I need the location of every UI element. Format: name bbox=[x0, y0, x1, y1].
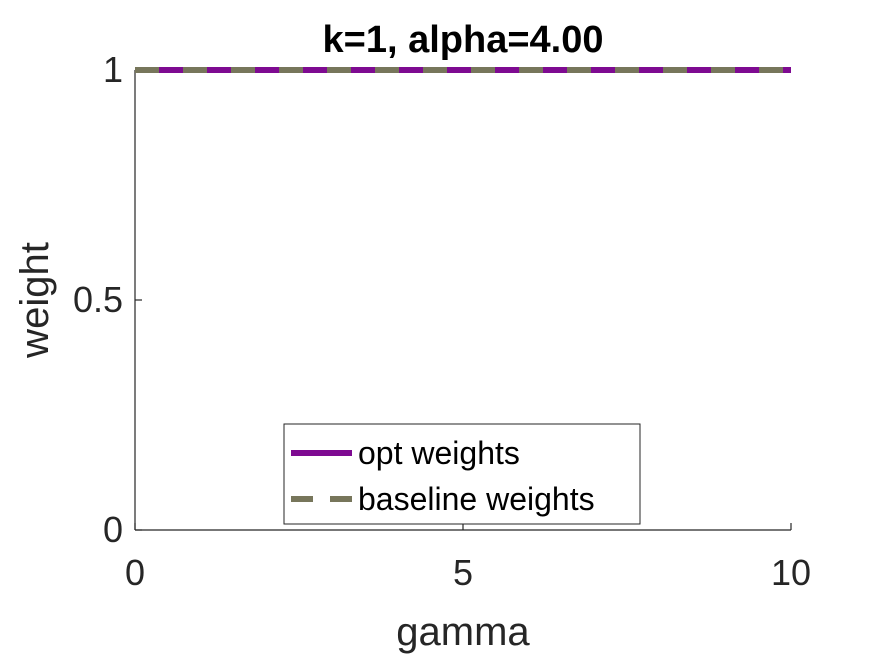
x-axis-label: gamma bbox=[396, 610, 530, 654]
legend-box bbox=[283, 423, 641, 525]
y-tick-label: 1 bbox=[103, 49, 123, 90]
x-tick-label: 0 bbox=[125, 552, 145, 593]
y-axis-label: weight bbox=[13, 242, 57, 359]
x-tick-label: 10 bbox=[771, 552, 811, 593]
legend-label-opt-weights: opt weights bbox=[358, 435, 520, 471]
x-ticks: 0 5 10 bbox=[125, 523, 811, 593]
y-tick-label: 0 bbox=[103, 509, 123, 550]
legend-label-baseline-weights: baseline weights bbox=[358, 481, 595, 517]
x-tick-label: 5 bbox=[453, 552, 473, 593]
legend: opt weights baseline weights bbox=[283, 423, 641, 525]
y-tick-label: 0.5 bbox=[73, 279, 123, 320]
y-ticks: 00.51 bbox=[73, 49, 142, 550]
chart-title: k=1, alpha=4.00 bbox=[323, 19, 604, 61]
